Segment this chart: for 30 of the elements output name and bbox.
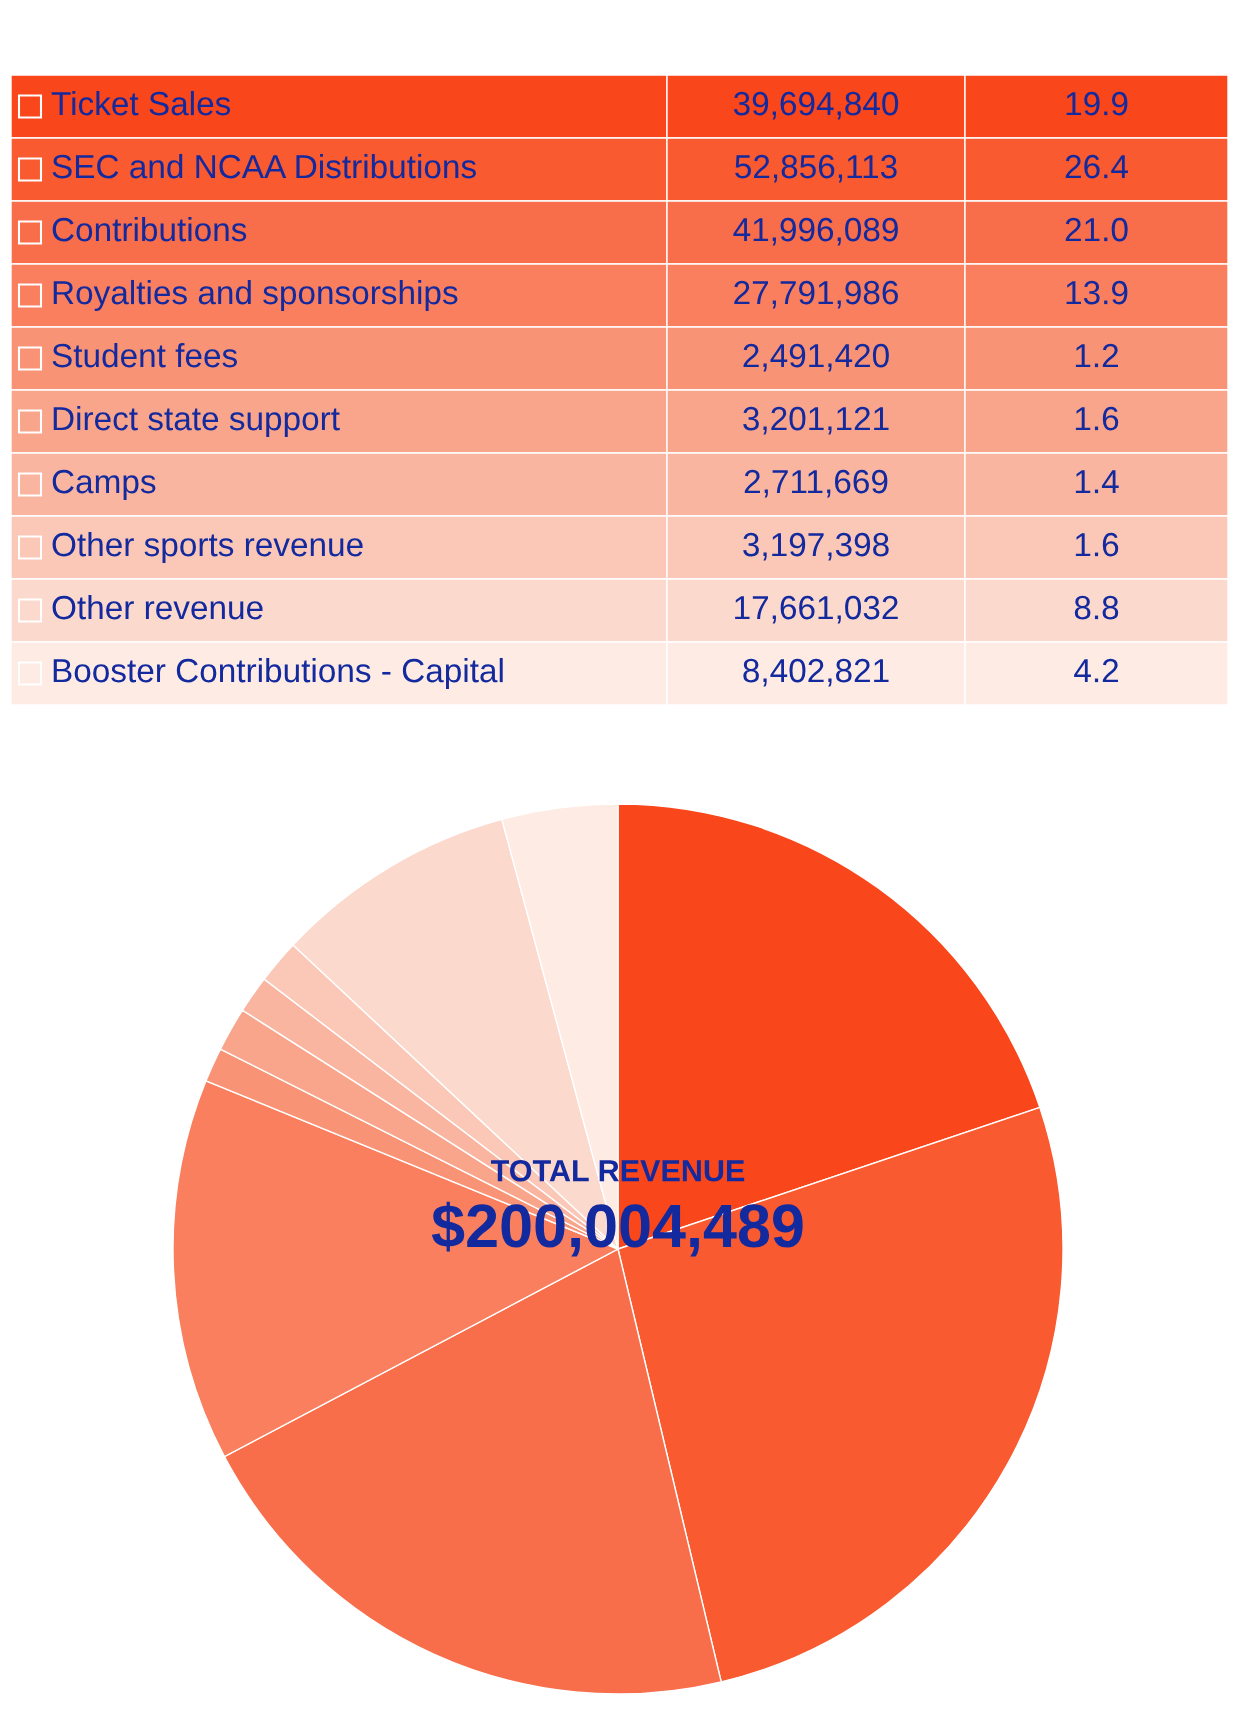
text: 19.9 (1066, 91, 1128, 116)
legend-label: Direct state support (53, 405, 340, 438)
legend-label: Ticket Sales (51, 90, 231, 116)
text: 1.6 (1075, 532, 1119, 557)
data-label: 2,711,669 (744, 469, 888, 498)
text: 1.2 (1075, 343, 1118, 368)
text: 1.6 (1075, 406, 1119, 431)
data-label: 3,197,398 (743, 532, 889, 561)
data-label: 17,661,032 (735, 595, 898, 624)
data-label: 2,491,420 (743, 343, 889, 372)
data-label: 41,996,089 (733, 217, 898, 246)
legend-label: Other revenue (52, 594, 263, 620)
data-label: 8,402,821 (743, 658, 889, 687)
data-label: 39,694,840 (733, 91, 899, 120)
text: 4.2 (1074, 658, 1118, 683)
data-label: 52,856,113 (735, 154, 897, 183)
text: 21.0 (1065, 217, 1128, 242)
data-label: 3,201,121 (743, 406, 889, 435)
legend-label: Booster Contributions - Capital (53, 657, 503, 690)
text: 13.9 (1066, 280, 1128, 305)
legend-label: Other sports revenue (52, 531, 363, 564)
text: 1.4 (1075, 470, 1119, 494)
legend-label: Student fees (52, 342, 237, 368)
data-label: 27,791,986 (734, 280, 898, 309)
legend-label: Royalties and sponsorships (53, 279, 458, 312)
legend-label: SEC and NCAA Distributions (52, 153, 476, 179)
legend-label: Contributions (52, 216, 247, 242)
text: 8.8 (1074, 595, 1119, 620)
text: 26.4 (1065, 154, 1128, 179)
legend-label: Camps (52, 469, 156, 501)
